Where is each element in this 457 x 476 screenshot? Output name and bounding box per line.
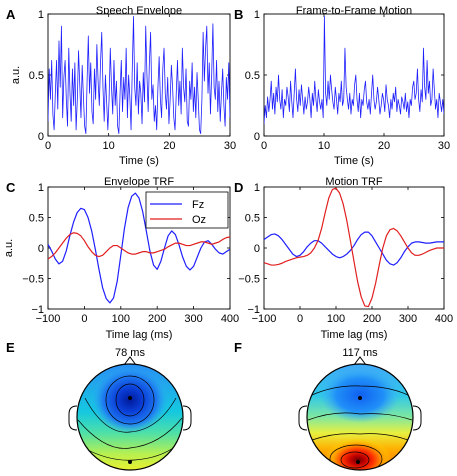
topoplot-e-contour-3: [84, 397, 177, 433]
panel-d-ytick-label: 0: [254, 243, 260, 255]
topoplot-e-ear-right: [182, 405, 192, 431]
panel-c-ytick-label: 1: [38, 182, 44, 194]
topoplot-f-contour-3: [311, 433, 409, 441]
panel-c-line-fz: [48, 192, 230, 304]
topoplot-e-contour-2: [105, 375, 155, 425]
topoplot-f-ear-right: [412, 405, 422, 431]
panel-a-xtick-label: 10: [103, 140, 115, 152]
panel-e-title: 78 ms: [115, 347, 145, 359]
panel-c-series-group: [48, 192, 230, 304]
panel-b-ytick-label: 0: [254, 131, 260, 143]
panel-c-xtick-label: 400: [221, 313, 239, 325]
panel-c-xtick-label: 0: [81, 313, 87, 325]
topoplot-e-head: [76, 363, 184, 471]
panel-a-ytick-label: 1: [38, 9, 44, 21]
panel-c-xtick-label: 300: [184, 313, 202, 325]
panel-d-xtick-label: 200: [363, 313, 381, 325]
panel-a-ytick-label: 0.5: [29, 70, 44, 82]
panel-c-ytick-label: 0.5: [29, 213, 44, 225]
topoplot-f: [298, 356, 422, 471]
panel-b-xtick-label: 10: [318, 140, 330, 152]
panel-a-xtick-label: 20: [163, 140, 175, 152]
panel-b-xtick-label: 30: [438, 140, 450, 152]
panel-a-plot: 0 10 20 30 0 0.5 1: [29, 9, 236, 152]
topoplot-f-contour-5: [340, 451, 370, 469]
panel-b-series-group: [264, 16, 444, 124]
panel-d-xlabel: Time lag (ms): [321, 329, 388, 341]
legend-box: [145, 191, 229, 229]
panel-letter-d: D: [234, 180, 243, 195]
panel-d-ytick-label: −0.5: [238, 274, 260, 286]
topoplot-f-head: [306, 363, 414, 471]
panel-f-title: 117 ms: [342, 347, 378, 359]
panel-d-line-fz: [264, 231, 444, 266]
panel-c-title: Envelope TRF: [104, 176, 174, 188]
topoplot-f-contour-2: [307, 412, 413, 421]
panel-c-ytick-label: −1: [31, 304, 44, 316]
topoplot-e-electrode-fz: [128, 396, 132, 400]
panel-a-xlabel: Time (s): [119, 155, 159, 167]
panel-c-xlabel: Time lag (ms): [106, 329, 173, 341]
panel-c-line-oz: [48, 232, 230, 260]
panel-d-ytick-label: −1: [247, 304, 260, 316]
topoplot-e-ear-left: [68, 405, 78, 431]
panel-a-line-series-0: [48, 16, 230, 134]
panel-letter-a: A: [6, 7, 16, 22]
panel-b-axes-frame: [263, 13, 445, 137]
panel-d-xtick-label: 300: [399, 313, 417, 325]
panel-d-xtick-label: 400: [435, 313, 453, 325]
legend-label-fz: Fz: [192, 199, 204, 211]
topoplot-e-contour-4: [77, 417, 183, 449]
topoplot-e-contour-5: [83, 445, 177, 461]
legend: Fz Oz: [145, 191, 229, 229]
topoplot-f-contour-1: [311, 385, 411, 397]
topoplot-f-electrode-fz: [358, 396, 362, 400]
panel-b-xtick-label: 20: [378, 140, 390, 152]
panel-letter-f: F: [234, 340, 242, 355]
panel-d-ytick-label: 1: [254, 182, 260, 194]
panel-c-ytick-label: 0: [38, 243, 44, 255]
panel-a-series-group: [48, 16, 230, 134]
panel-d-title: Motion TRF: [325, 176, 383, 188]
topoplot-f-electrode-oz: [356, 460, 360, 464]
topoplot-e-electrode-oz: [128, 460, 132, 464]
panel-c-xtick-label: 100: [112, 313, 130, 325]
topoplot-f-ear-left: [298, 405, 308, 431]
panel-b-line-series-0: [264, 16, 444, 124]
panel-b-xlabel: Time (s): [334, 155, 374, 167]
topoplot-f-frontal-region: [320, 367, 400, 423]
panel-d-xtick-label: −100: [252, 313, 277, 325]
panel-d-xtick-label: 100: [327, 313, 345, 325]
panel-b-plot: 0 10 20 30 0 0.5 1: [245, 9, 450, 152]
panel-letter-c: C: [6, 180, 16, 195]
panel-letter-b: B: [234, 7, 243, 22]
topoplot-e-contour-1: [115, 383, 145, 417]
topoplot-f-nose: [353, 356, 367, 366]
panel-d-xtick-label: 0: [297, 313, 303, 325]
panel-d-axes-frame: [263, 186, 445, 310]
panel-c-ytick-label: −0.5: [22, 274, 44, 286]
panel-b-ytick-label: 0.5: [245, 70, 260, 82]
panel-a-ylabel: a.u.: [10, 66, 22, 84]
panel-c-xtick-label: 200: [148, 313, 166, 325]
panel-d-ytick-label: 0.5: [245, 213, 260, 225]
legend-label-oz: Oz: [192, 214, 206, 226]
panel-d-plot: −100 0 100 200 300 400 −1 −0.5 0 0.5 1: [238, 182, 453, 325]
panel-a-ytick-label: 0: [38, 131, 44, 143]
topoplot-e-nose: [123, 356, 137, 366]
panel-c-ylabel: a.u.: [3, 239, 15, 257]
panel-b-ytick-label: 1: [254, 9, 260, 21]
panel-d-line-oz: [264, 187, 444, 308]
panel-a-xtick-label: 30: [224, 140, 236, 152]
panel-d-series-group: [264, 187, 444, 308]
panel-letter-e: E: [6, 340, 15, 355]
panel-c-xtick-label: −100: [36, 313, 61, 325]
topoplot-f-contour-4: [329, 444, 383, 470]
topoplot-e: [68, 356, 192, 471]
panel-b-xtick-label: 0: [261, 140, 267, 152]
panel-a-xtick-label: 0: [45, 140, 51, 152]
